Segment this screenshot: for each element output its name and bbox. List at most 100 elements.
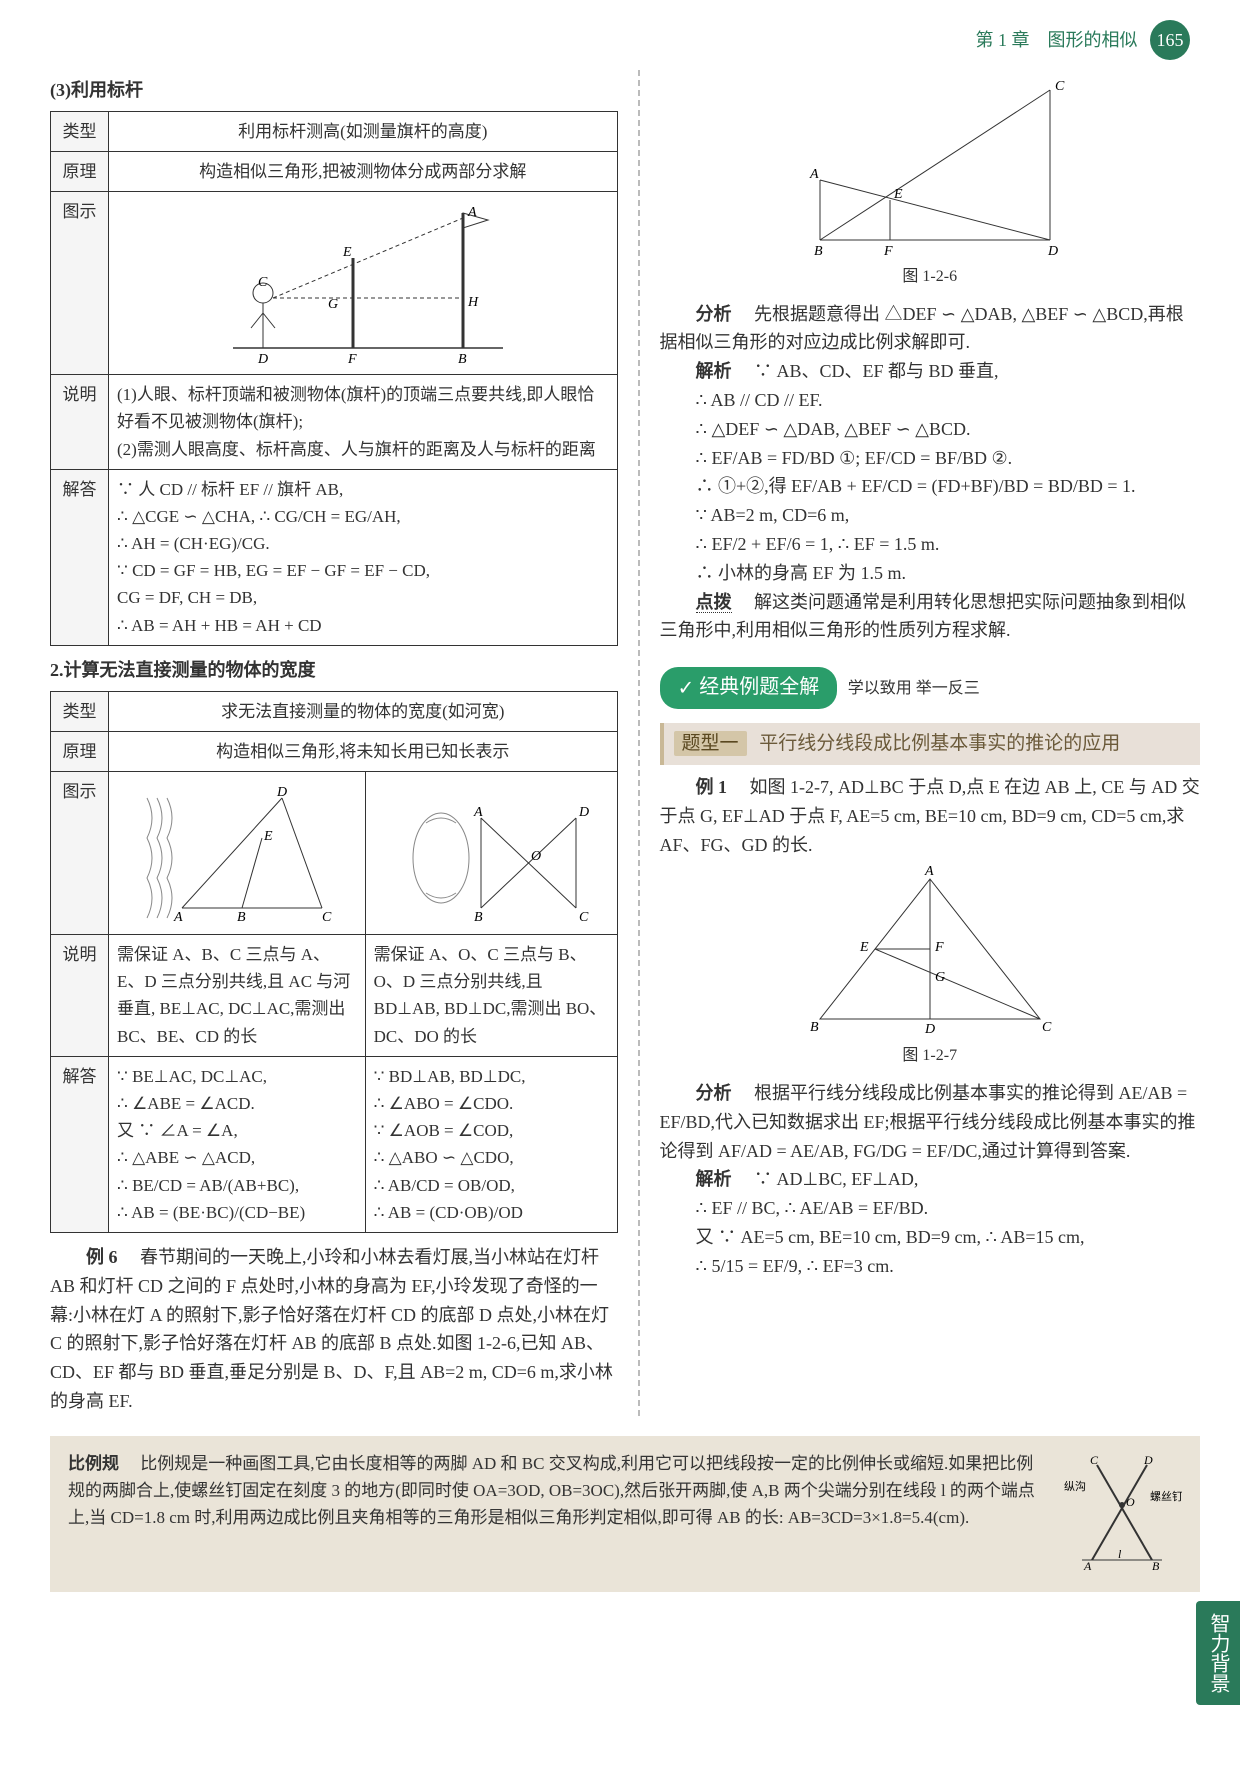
- jiexi2-line: 又 ∵ AE=5 cm, BE=10 cm, BD=9 cm, ∴ AB=15 …: [660, 1223, 1200, 1252]
- chapter-title: 第 1 章 图形的相似: [976, 30, 1138, 50]
- svg-text:C: C: [1042, 1020, 1052, 1035]
- svg-text:B: B: [1152, 1559, 1160, 1570]
- jiexi-line: ∴ EF/AB = FD/BD ①; EF/CD = BF/BD ②.: [660, 444, 1200, 473]
- svg-text:纵沟: 纵沟: [1064, 1480, 1086, 1493]
- svg-text:D: D: [276, 785, 287, 800]
- row-label: 说明: [51, 375, 109, 470]
- footer-text: 比例规是一种画图工具,它由长度相等的两脚 AD 和 BC 交叉构成,利用它可以把…: [68, 1454, 1035, 1527]
- fenxi-label: 分析: [696, 304, 732, 324]
- svg-text:A: A: [1083, 1559, 1092, 1570]
- svg-text:B: B: [810, 1020, 819, 1035]
- solve-2-head: 解析 ∵ AD⊥BC, EF⊥AD,: [660, 1165, 1200, 1194]
- jingdian-sub: 学以致用 举一反三: [848, 680, 980, 697]
- svg-text:E: E: [893, 187, 903, 202]
- fig-1-2-6-caption: 图 1-2-6: [660, 264, 1200, 290]
- row-label: 图示: [51, 192, 109, 375]
- svg-text:F: F: [347, 352, 357, 367]
- jiexi-line: ∴ 小林的身高 EF 为 1.5 m.: [660, 559, 1200, 588]
- jingdian-heading-row: ✓ 经典例题全解 学以致用 举一反三: [660, 655, 1200, 714]
- svg-text:F: F: [883, 244, 893, 259]
- section-2-title: 2.计算无法直接测量的物体的宽度: [50, 656, 618, 685]
- svg-text:B: B: [814, 244, 823, 259]
- jiexi2-line: ∵ AD⊥BC, EF⊥AD,: [754, 1169, 918, 1189]
- row-label: 解答: [51, 469, 109, 645]
- jiexi-line: ∴ EF/2 + EF/6 = 1, ∴ EF = 1.5 m.: [660, 530, 1200, 559]
- pole-diagram-svg: C D E F G A B H: [203, 198, 523, 368]
- svg-text:D: D: [578, 805, 589, 820]
- svg-text:A: A: [473, 805, 483, 820]
- fig-1-2-7-caption: 图 1-2-7: [660, 1043, 1200, 1069]
- footer-knowledge-box: 比例规 比例规是一种画图工具,它由长度相等的两脚 AD 和 BC 交叉构成,利用…: [50, 1436, 1200, 1592]
- diagram-river-left: D A B C E: [109, 772, 366, 935]
- svg-text:E: E: [263, 829, 273, 844]
- row-label: 图示: [51, 772, 109, 935]
- dianbo-text: 解这类问题通常是利用转化思想把实际问题抽象到相似三角形中,利用相似三角形的性质列…: [660, 592, 1187, 641]
- example-6-text: 春节期间的一天晚上,小玲和小林去看灯展,当小林站在灯杆 AB 和灯杆 CD 之间…: [50, 1247, 613, 1411]
- svg-text:O: O: [1126, 1495, 1135, 1509]
- svg-text:O: O: [531, 849, 541, 864]
- jiexi2-line: ∴ EF // BC, ∴ AE/AB = EF/BD.: [660, 1194, 1200, 1223]
- fenxi2-text: 根据平行线分线段成比例基本事实的推论得到 AE/AB = EF/BD,代入已知数…: [660, 1083, 1196, 1161]
- dianbo: 点拨 解这类问题通常是利用转化思想把实际问题抽象到相似三角形中,利用相似三角形的…: [660, 588, 1200, 646]
- svg-text:G: G: [935, 970, 945, 985]
- svg-text:A: A: [173, 910, 183, 925]
- footer-title: 比例规: [68, 1454, 119, 1473]
- row-text: ∵ BD⊥AB, BD⊥DC, ∴ ∠ABO = ∠CDO. ∵ ∠AOB = …: [365, 1056, 617, 1232]
- page-header: 第 1 章 图形的相似 165: [0, 0, 1250, 70]
- row-label: 类型: [51, 691, 109, 731]
- row-label: 说明: [51, 935, 109, 1057]
- figure-1-2-7: A B C D E F G 图 1-2-7: [660, 859, 1200, 1069]
- row-text: 求无法直接测量的物体的宽度(如河宽): [109, 691, 618, 731]
- svg-text:螺丝钉: 螺丝钉: [1150, 1490, 1182, 1503]
- jiexi-line: ∴ AB // CD // EF.: [660, 386, 1200, 415]
- row-text: 利用标杆测高(如测量旗杆的高度): [109, 111, 618, 151]
- section-3-title: (3)利用标杆: [50, 76, 618, 105]
- jiexi2-line: ∴ 5/15 = EF/9, ∴ EF=3 cm.: [660, 1252, 1200, 1281]
- example-1: 例 1 如图 1-2-7, AD⊥BC 于点 D,点 E 在边 AB 上, CE…: [660, 773, 1200, 859]
- svg-text:C: C: [322, 910, 332, 925]
- svg-text:D: D: [924, 1022, 935, 1037]
- svg-text:B: B: [237, 910, 246, 925]
- figure-1-2-6: A B C D E F 图 1-2-6: [660, 70, 1200, 290]
- footer-text-block: 比例规 比例规是一种画图工具,它由长度相等的两脚 AD 和 BC 交叉构成,利用…: [68, 1450, 1048, 1578]
- svg-text:D: D: [1047, 244, 1058, 259]
- footer-figure: C D A B O 纵沟 螺丝钉 l: [1062, 1450, 1182, 1578]
- row-text: 需保证 A、B、C 三点与 A、E、D 三点分别共线,且 AC 与河垂直, BE…: [109, 935, 366, 1057]
- example-6-label: 例 6: [86, 1247, 118, 1267]
- example-1-label: 例 1: [696, 777, 728, 797]
- svg-text:C: C: [1090, 1453, 1099, 1467]
- jingdian-title: ✓ 经典例题全解: [660, 667, 838, 708]
- svg-text:D: D: [257, 352, 268, 367]
- topic-text: 平行线分线段成比例基本事实的推论的应用: [759, 733, 1120, 754]
- table-width-method: 类型 求无法直接测量的物体的宽度(如河宽) 原理 构造相似三角形,将未知长用已知…: [50, 691, 618, 1233]
- table-pole-method: 类型 利用标杆测高(如测量旗杆的高度) 原理 构造相似三角形,把被测物体分成两部…: [50, 111, 618, 646]
- svg-text:A: A: [809, 167, 819, 182]
- svg-text:H: H: [467, 295, 479, 310]
- fenxi-text: 先根据题意得出 △DEF ∽ △DAB, △BEF ∽ △BCD,再根据相似三角…: [660, 304, 1184, 353]
- row-text: ∵ BE⊥AC, DC⊥AC, ∴ ∠ABE = ∠ACD. 又 ∵ ∠A = …: [109, 1056, 366, 1232]
- svg-text:B: B: [458, 352, 467, 367]
- svg-text:l: l: [1118, 1547, 1122, 1561]
- jiexi-label: 解析: [696, 361, 732, 381]
- svg-text:D: D: [1143, 1453, 1153, 1467]
- svg-text:B: B: [474, 910, 483, 925]
- jiexi2-label: 解析: [696, 1169, 732, 1189]
- svg-text:E: E: [342, 245, 352, 260]
- diagram-river-right: A B C D O: [365, 772, 617, 935]
- left-column: (3)利用标杆 类型 利用标杆测高(如测量旗杆的高度) 原理 构造相似三角形,把…: [50, 70, 618, 1416]
- diagram-pole: C D E F G A B H: [109, 192, 618, 375]
- topic-label: 题型一: [674, 731, 747, 756]
- row-label: 原理: [51, 731, 109, 771]
- analysis-1: 分析 先根据题意得出 △DEF ∽ △DAB, △BEF ∽ △BCD,再根据相…: [660, 300, 1200, 358]
- row-label: 解答: [51, 1056, 109, 1232]
- row-label: 原理: [51, 151, 109, 191]
- jiexi-line: ∴ △DEF ∽ △DAB, △BEF ∽ △BCD.: [660, 415, 1200, 444]
- jiexi-line: ∵ AB、CD、EF 都与 BD 垂直,: [754, 361, 999, 381]
- svg-text:F: F: [934, 940, 944, 955]
- row-label: 类型: [51, 111, 109, 151]
- svg-text:G: G: [328, 297, 338, 312]
- dianbo-label: 点拨: [696, 592, 732, 613]
- row-text: 构造相似三角形,把被测物体分成两部分求解: [109, 151, 618, 191]
- row-text: 构造相似三角形,将未知长用已知长表示: [109, 731, 618, 771]
- side-tab: 智力背景: [1196, 1601, 1240, 1705]
